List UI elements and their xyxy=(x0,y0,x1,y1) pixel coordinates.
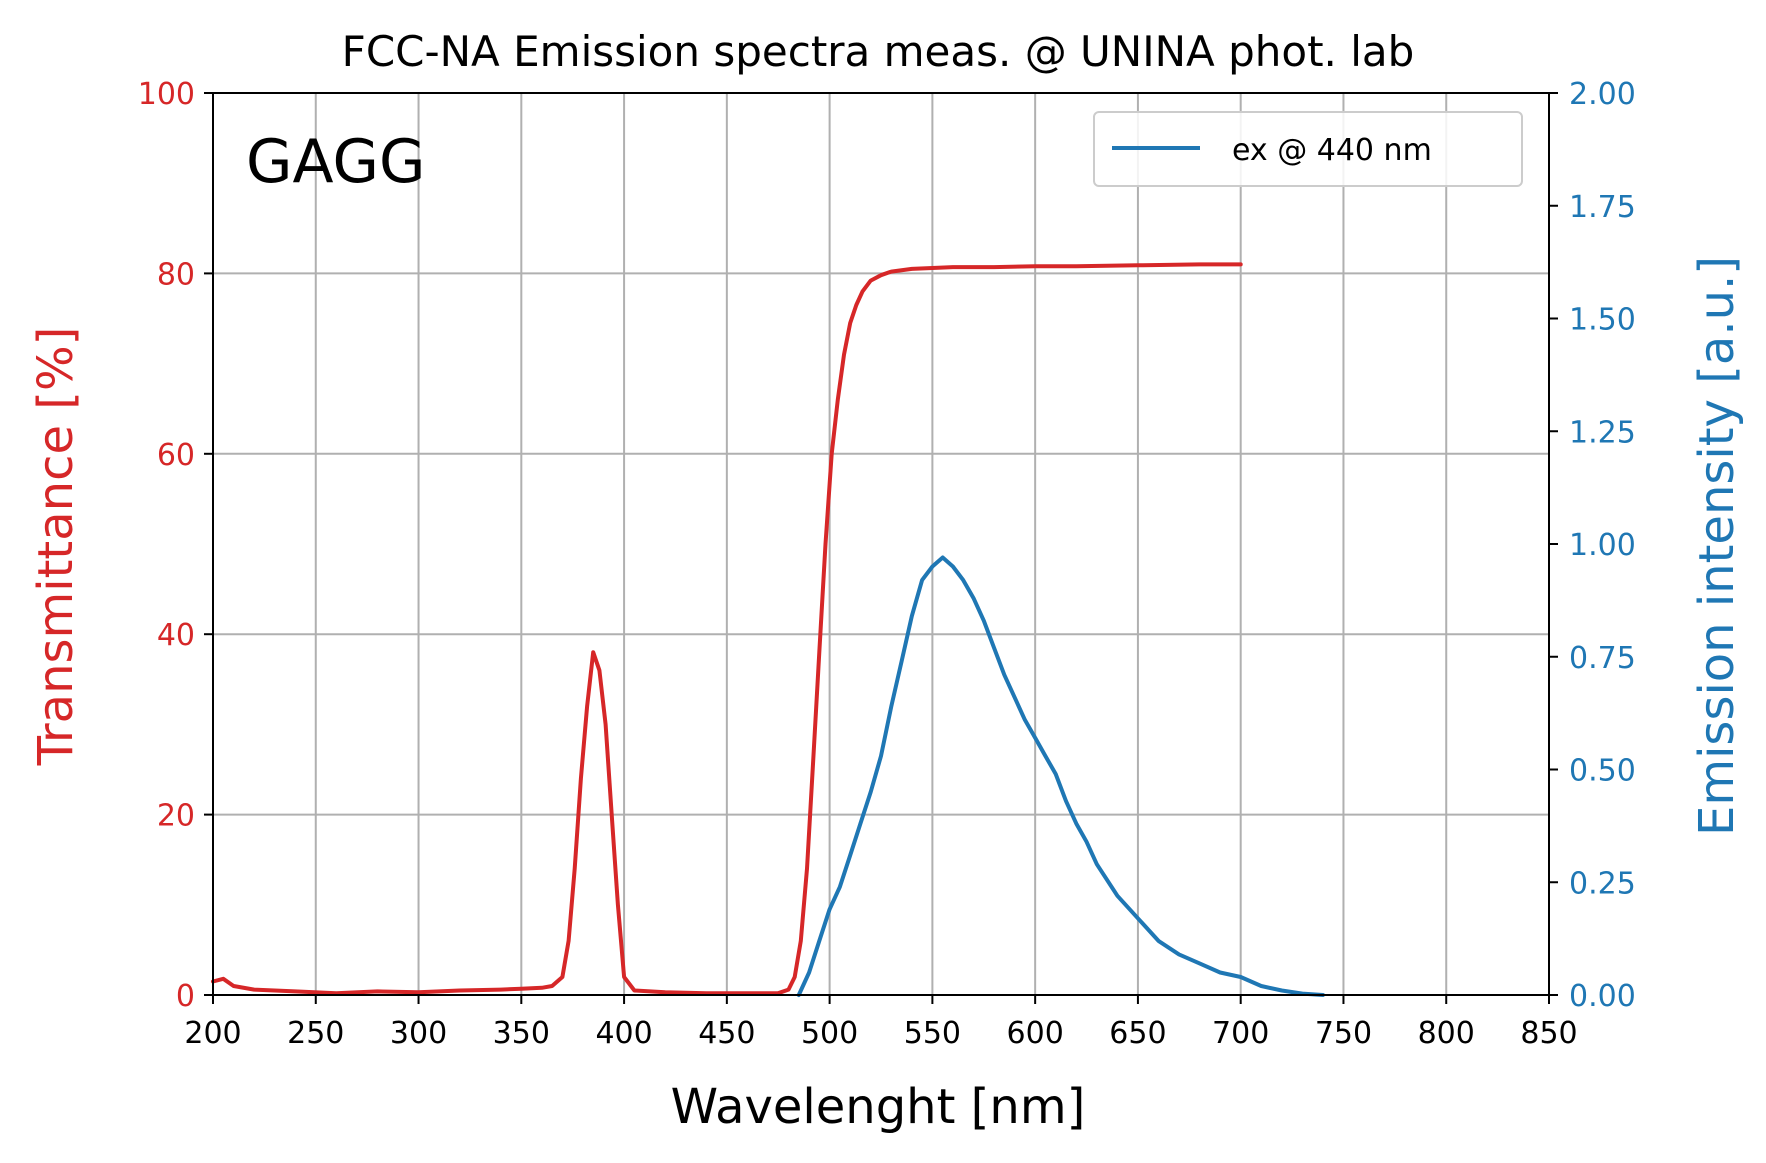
legend-label: ex @ 440 nm xyxy=(1232,133,1432,168)
y-right-tick-label: 1.50 xyxy=(1569,303,1636,338)
plot-series xyxy=(211,262,1325,997)
x-tick-label: 300 xyxy=(390,1016,447,1051)
y-right-tick-label: 0.50 xyxy=(1569,754,1636,789)
y-left-tick-label: 80 xyxy=(157,257,195,292)
chart-title: FCC-NA Emission spectra meas. @ UNINA ph… xyxy=(342,27,1415,76)
x-tick-label: 750 xyxy=(1315,1016,1372,1051)
x-axis-label: Wavelenght [nm] xyxy=(671,1079,1086,1135)
y-right-tick-label: 1.75 xyxy=(1569,190,1636,225)
y-right-tick-label: 0.25 xyxy=(1569,866,1636,901)
x-tick-label: 200 xyxy=(184,1016,241,1051)
y-right-axis-label: Emission intensity [a.u.] xyxy=(1689,256,1745,836)
x-tick-label: 250 xyxy=(287,1016,344,1051)
x-tick-label: 550 xyxy=(904,1016,961,1051)
y-left-axis-ticks: 0 20 40 60 80 100 xyxy=(138,77,213,1014)
gagg-annotation: GAGG xyxy=(246,127,425,197)
y-left-tick-label: 0 xyxy=(176,979,195,1014)
y-right-tick-label: 0.75 xyxy=(1569,641,1636,676)
y-right-tick-label: 2.00 xyxy=(1569,77,1636,112)
x-tick-label: 800 xyxy=(1418,1016,1475,1051)
emission-series-line xyxy=(796,555,1325,997)
x-tick-label: 500 xyxy=(801,1016,858,1051)
x-tick-label: 400 xyxy=(595,1016,652,1051)
y-left-tick-label: 100 xyxy=(138,77,195,112)
x-tick-label: 350 xyxy=(493,1016,550,1051)
x-tick-label: 850 xyxy=(1520,1016,1577,1051)
x-tick-label: 700 xyxy=(1212,1016,1269,1051)
y-left-tick-label: 60 xyxy=(157,438,195,473)
y-left-axis-label: Transmittance [%] xyxy=(28,327,84,767)
x-axis-ticks: 200 250 300 350 400 450 500 550 600 650 700 750 800 8… xyxy=(184,995,1578,1051)
x-tick-label: 450 xyxy=(698,1016,755,1051)
legend-box xyxy=(1093,111,1523,187)
legend: ex @ 440 nm xyxy=(1093,111,1523,187)
x-tick-label: 600 xyxy=(1007,1016,1064,1051)
y-left-tick-label: 20 xyxy=(157,799,195,834)
y-right-tick-label: 1.00 xyxy=(1569,528,1636,563)
y-right-tick-label: 1.25 xyxy=(1569,415,1636,450)
x-tick-label: 650 xyxy=(1109,1016,1166,1051)
transmittance-series-line xyxy=(211,262,1243,996)
y-right-axis-ticks: 0.00 0.25 0.50 0.75 1.00 1.25 1.50 1.75 2.00 xyxy=(1549,77,1636,1014)
y-right-tick-label: 0.00 xyxy=(1569,979,1636,1014)
y-left-tick-label: 40 xyxy=(157,618,195,653)
